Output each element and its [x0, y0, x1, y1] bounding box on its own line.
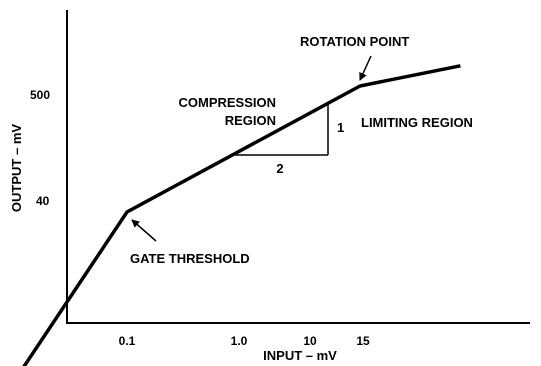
compression-region-label-line1: COMPRESSION	[178, 95, 276, 110]
rotation-point-arrow	[359, 55, 372, 81]
gate-threshold-arrow	[131, 219, 157, 242]
x-tick-label-10: 10	[303, 334, 317, 348]
x-tick-label-0.1: 0.1	[119, 334, 136, 348]
slope-rise-label: 1	[337, 120, 344, 135]
y-tick-label-40: 40	[36, 194, 50, 208]
limiting-region-label: LIMITING REGION	[361, 115, 473, 130]
slope-run-label: 2	[276, 161, 283, 176]
series-line	[22, 64, 461, 366]
y-tick-label-500: 500	[30, 88, 50, 102]
x-axis-label: INPUT – mV	[263, 348, 337, 363]
gate-threshold-label: GATE THRESHOLD	[130, 251, 250, 266]
rotation-point-label: ROTATION POINT	[300, 34, 409, 49]
compression-region-label-line2: REGION	[225, 113, 276, 128]
x-tick-label-1.0: 1.0	[231, 334, 248, 348]
x-tick-label-15: 15	[356, 334, 370, 348]
y-axis-label: OUTPUT – mV	[9, 124, 24, 212]
